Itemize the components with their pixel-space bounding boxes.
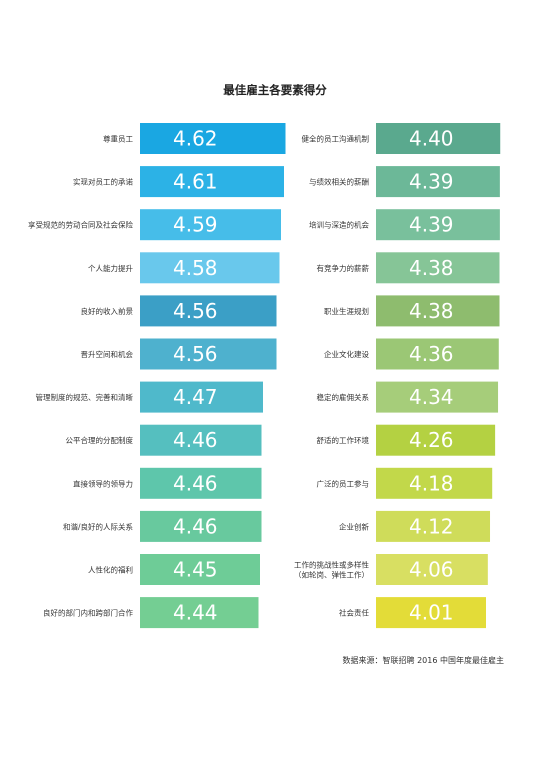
value-label: 4.45 <box>173 558 218 582</box>
value-label: 4.34 <box>409 385 454 409</box>
bar <box>140 166 284 198</box>
value-label: 4.44 <box>173 601 218 625</box>
value-label: 4.18 <box>409 471 454 495</box>
category-label: 晋升空间和机会 <box>81 349 134 359</box>
category-label: 直接领导的领导力 <box>73 478 133 488</box>
bar <box>140 467 262 499</box>
category-label: 人性化的福利 <box>88 565 133 575</box>
bar <box>140 123 286 154</box>
bar <box>376 554 488 585</box>
value-label: 4.26 <box>409 428 454 452</box>
value-label: 4.61 <box>173 170 218 194</box>
category-label: 良好的收入前景 <box>81 306 134 316</box>
category-label: 企业创新 <box>339 521 369 531</box>
bar <box>376 467 493 499</box>
bar <box>140 209 281 241</box>
category-label: 管理制度的规范、完善和清晰 <box>36 392 134 402</box>
category-label: 良好的部门内和跨部门合作 <box>43 608 133 618</box>
value-label: 4.62 <box>173 127 218 151</box>
value-label: 4.38 <box>409 256 454 280</box>
value-label: 4.36 <box>409 342 454 366</box>
bar <box>140 338 277 370</box>
category-label: 个人能力提升 <box>88 263 133 273</box>
value-label: 4.46 <box>173 428 218 452</box>
bar <box>140 554 260 585</box>
chart-title: 最佳雇主各要素得分 <box>223 83 327 97</box>
bar <box>376 166 500 198</box>
value-label: 4.58 <box>173 256 218 280</box>
bar <box>376 209 500 241</box>
bar <box>376 338 499 370</box>
category-label: 健全的员工沟通机制 <box>302 134 370 144</box>
category-label: 社会责任 <box>339 608 369 618</box>
category-label: 尊重员工 <box>103 134 133 144</box>
bar <box>376 597 486 629</box>
bar-panel-right: 4.40 健全的员工沟通机制 4.39 与绩效相关的薪酬 4.39 培训与深造的机会 4.3… <box>294 123 501 629</box>
value-label: 4.38 <box>409 299 454 323</box>
source-note: 数据来源：智联招聘 2016 中国年度最佳雇主 <box>342 656 504 665</box>
category-label: 舒适的工作环境 <box>317 435 370 445</box>
category-label: 实现对员工的承诺 <box>73 177 133 187</box>
value-label: 4.39 <box>409 170 454 194</box>
category-label: 公平合理的分配制度 <box>66 435 134 445</box>
value-label: 4.39 <box>409 213 454 237</box>
bar <box>376 295 500 327</box>
bar <box>376 424 496 456</box>
category-label: 稳定的雇佣关系 <box>317 392 370 402</box>
bar <box>140 295 277 327</box>
value-label: 4.12 <box>409 514 454 538</box>
bar <box>376 381 499 413</box>
bar <box>140 597 259 629</box>
category-label: 和谐/良好的人际关系 <box>63 521 134 531</box>
value-label: 4.59 <box>173 213 218 237</box>
value-label: 4.56 <box>173 342 218 366</box>
value-label: 4.40 <box>409 127 454 151</box>
value-label: 4.47 <box>173 385 218 409</box>
category-label: 与绩效相关的薪酬 <box>309 177 369 187</box>
bar <box>140 424 262 456</box>
bar <box>140 381 263 413</box>
bar <box>376 123 501 154</box>
bar <box>376 252 500 284</box>
bar <box>140 252 280 284</box>
category-label: 工作的挑战性或多样性（如轮岗、弹性工作） <box>294 560 369 580</box>
value-label: 4.01 <box>409 601 454 625</box>
category-label: 企业文化建设 <box>324 349 369 359</box>
category-label: 职业生涯规划 <box>324 306 369 316</box>
value-label: 4.56 <box>173 299 218 323</box>
bar <box>140 510 262 542</box>
value-label: 4.46 <box>173 471 218 495</box>
category-label: 有竞争力的薪薪 <box>317 263 370 273</box>
bar <box>376 510 491 542</box>
category-label: 享受规范的劳动合同及社会保险 <box>28 220 133 230</box>
value-label: 4.46 <box>173 514 218 538</box>
value-label: 4.06 <box>409 558 454 582</box>
bar-panel-left: 4.62 尊重员工 4.61 实现对员工的承诺 4.59 享受规范的劳动合同及社会保险 4.… <box>28 123 286 629</box>
category-label: 培训与深造的机会 <box>309 220 369 230</box>
category-label: 广泛的员工参与 <box>317 478 370 488</box>
